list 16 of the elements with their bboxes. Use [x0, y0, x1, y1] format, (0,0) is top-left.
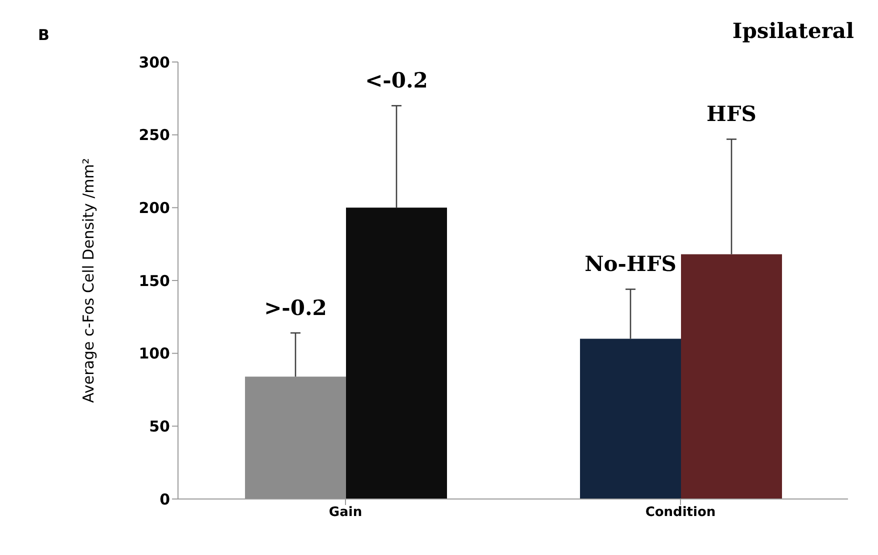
- y-tick-label: 300: [138, 53, 170, 72]
- annotation: No-HFS: [584, 251, 676, 276]
- x-tick-label: Condition: [645, 505, 716, 520]
- chart-title: Ipsilateral: [732, 18, 854, 43]
- annotation: >-0.2: [264, 294, 327, 320]
- y-tick-label: 100: [138, 344, 170, 363]
- annotation: HFS: [706, 101, 756, 126]
- y-tick-label: 50: [149, 417, 170, 436]
- x-tick-label: Gain: [328, 505, 362, 520]
- y-tick-label: 200: [138, 198, 170, 217]
- y-tick-label: 0: [160, 490, 170, 508]
- y-axis-title: Average c-Fos Cell Density /mm²: [79, 158, 98, 403]
- y-tick-label: 250: [138, 126, 170, 144]
- text: B: [38, 26, 50, 44]
- annotation: <-0.2: [365, 68, 428, 93]
- y-tick-label: 150: [138, 272, 170, 290]
